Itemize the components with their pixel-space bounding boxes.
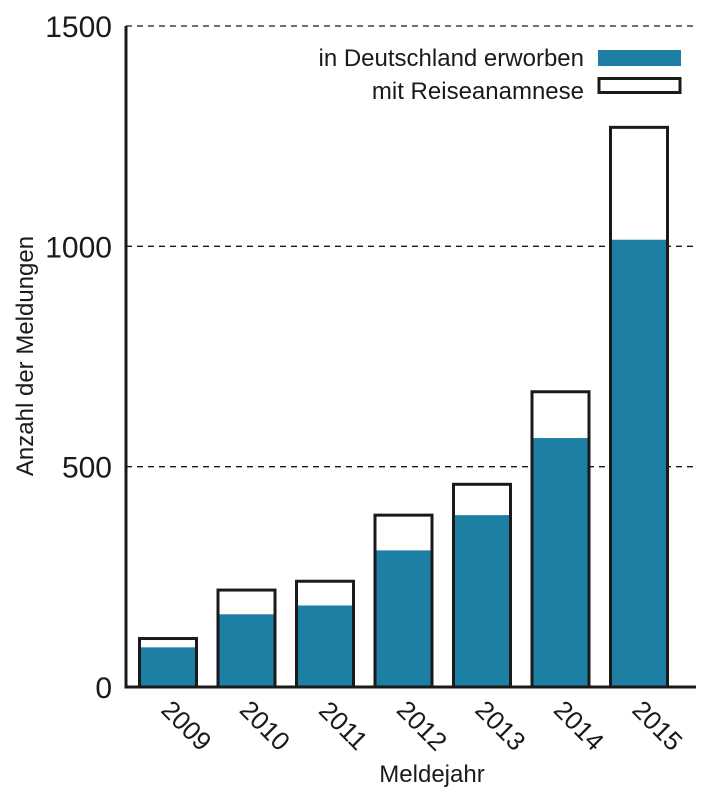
y-tick-labels: 0 500 1000 1500	[45, 11, 112, 705]
y-axis-title: Anzahl der Meldungen	[12, 236, 39, 476]
legend-swatch-domestic	[598, 50, 681, 66]
x-tick-label-2009: 2009	[155, 694, 217, 756]
x-tick-label-2014: 2014	[548, 694, 610, 756]
bar-domestic-2012	[375, 550, 432, 687]
axes	[124, 26, 696, 689]
legend-label-domestic: in Deutschland erworben	[319, 45, 585, 72]
y-tick-label-1000: 1000	[45, 231, 112, 264]
bar-domestic-2015	[610, 239, 668, 687]
x-tick-label-2010: 2010	[234, 694, 296, 756]
bar-domestic-2009	[139, 647, 197, 687]
x-tick-label-2015: 2015	[626, 694, 688, 756]
legend-swatch-travel	[597, 77, 682, 94]
x-tick-label-2012: 2012	[391, 694, 453, 756]
bar-domestic-2013	[453, 515, 511, 687]
y-tick-label-0: 0	[95, 672, 112, 705]
x-tick-label-2011: 2011	[313, 695, 374, 756]
x-axis-title: Meldejahr	[379, 761, 484, 788]
legend-label-travel: mit Reiseanamnese	[372, 78, 584, 105]
x-tick-label-2013: 2013	[469, 694, 531, 756]
x-tick-labels: 2009 2010 2011 2012 2013 2014 2015	[155, 694, 688, 756]
y-tick-label-500: 500	[62, 452, 112, 485]
gridlines	[126, 25, 696, 468]
legend: in Deutschland erworben mit Reiseanamnes…	[319, 45, 682, 105]
bar-domestic-2011	[296, 605, 354, 687]
y-tick-label-1500: 1500	[45, 11, 112, 44]
bar-domestic-2010	[218, 614, 275, 687]
bar-domestic-2014	[532, 438, 589, 687]
bars	[138, 125, 669, 689]
